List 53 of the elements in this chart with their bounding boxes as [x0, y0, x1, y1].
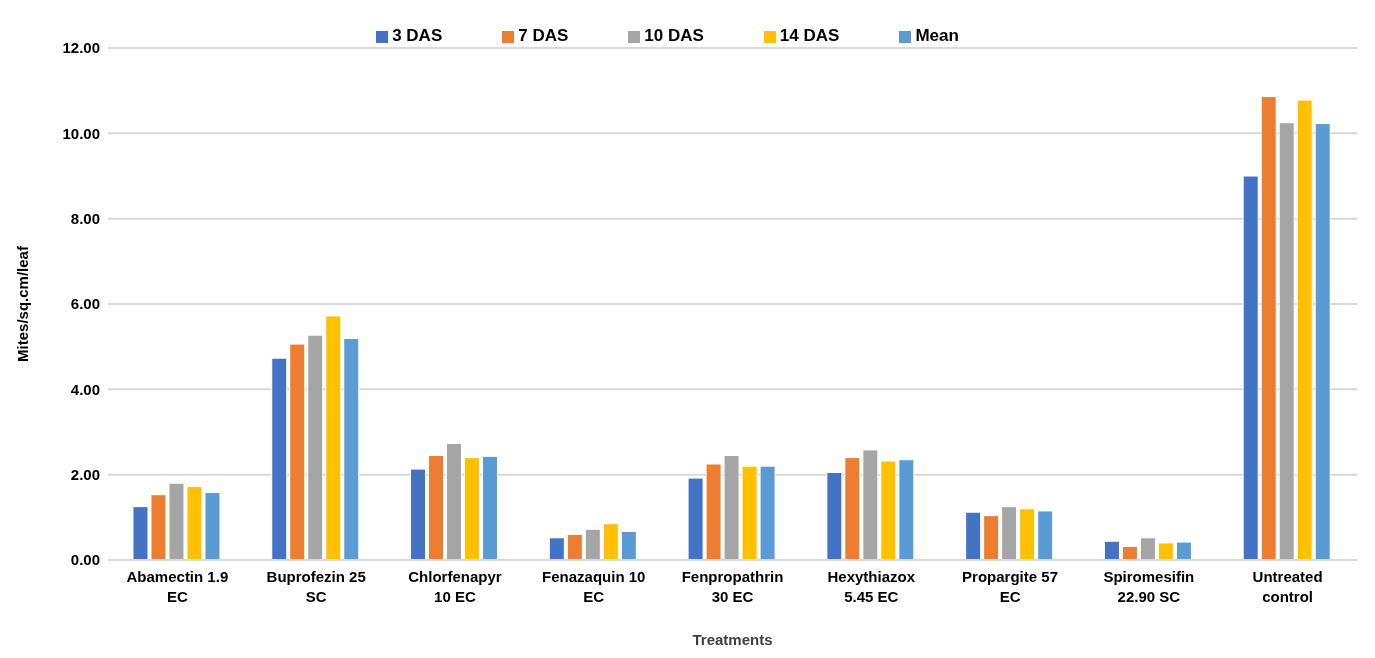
- x-tick-label: Abamectin 1.9 EC: [126, 568, 229, 605]
- x-axis-title: Treatments: [692, 631, 773, 648]
- x-tick-label: Buprofezin 25 SC: [266, 568, 366, 605]
- y-tick-label: 6.00: [70, 295, 100, 313]
- bar: [1314, 123, 1331, 560]
- bar: [620, 530, 637, 560]
- bar: [1037, 510, 1054, 560]
- bar: [1019, 508, 1036, 560]
- bar: [1001, 506, 1018, 560]
- bar: [289, 343, 306, 560]
- y-tick-label: 8.00: [70, 209, 100, 227]
- legend-label: 3 DAS: [392, 26, 443, 45]
- bar: [271, 357, 288, 560]
- x-tick-label: Propargite 57 EC: [962, 568, 1058, 605]
- legend-label: 14 DAS: [779, 26, 840, 45]
- bar: [602, 523, 619, 560]
- bar: [1278, 122, 1295, 560]
- bar: [343, 338, 360, 560]
- y-tick-label: 4.00: [70, 380, 100, 398]
- bar: [307, 334, 324, 560]
- bar: [584, 528, 601, 560]
- legend-label: 10 DAS: [644, 26, 704, 45]
- bar: [428, 454, 445, 560]
- bar: [1139, 537, 1156, 560]
- bar: [983, 515, 1000, 560]
- x-tick-label: Untreated control: [1252, 568, 1323, 605]
- bar: [1260, 96, 1277, 560]
- x-tick-label: Fenazaquin 10 EC: [542, 568, 646, 605]
- bar: [1175, 541, 1192, 560]
- bar: [1296, 99, 1313, 560]
- y-tick-label: 0.00: [70, 551, 100, 569]
- bar: [548, 537, 565, 560]
- bar: [464, 457, 481, 560]
- x-tick-label: Spiromesifin 22.90 SC: [1103, 568, 1195, 605]
- bar: [325, 315, 342, 560]
- y-tick-label: 12.00: [62, 39, 100, 57]
- x-tick-label: Hexythiazox 5.45 EC: [827, 568, 916, 605]
- legend-label: 7 DAS: [518, 26, 569, 45]
- y-axis-title: Mites/sq.cm/leaf: [14, 245, 32, 362]
- y-tick-label: 2.00: [70, 465, 100, 483]
- bar: [1157, 542, 1174, 560]
- legend-label: Mean: [915, 26, 959, 45]
- y-tick-label: 10.00: [62, 124, 100, 142]
- bar: [965, 511, 982, 560]
- bar: [410, 468, 427, 560]
- bar: [1242, 175, 1259, 560]
- bar: [1121, 545, 1138, 560]
- bar: [446, 443, 463, 560]
- x-tick-label: Fenpropathrin 30 EC: [681, 568, 784, 605]
- x-tick-label: Chlorfenapyr 10 EC: [408, 568, 502, 605]
- bar: [566, 533, 583, 560]
- bar: [1103, 540, 1120, 560]
- bar: [482, 455, 499, 560]
